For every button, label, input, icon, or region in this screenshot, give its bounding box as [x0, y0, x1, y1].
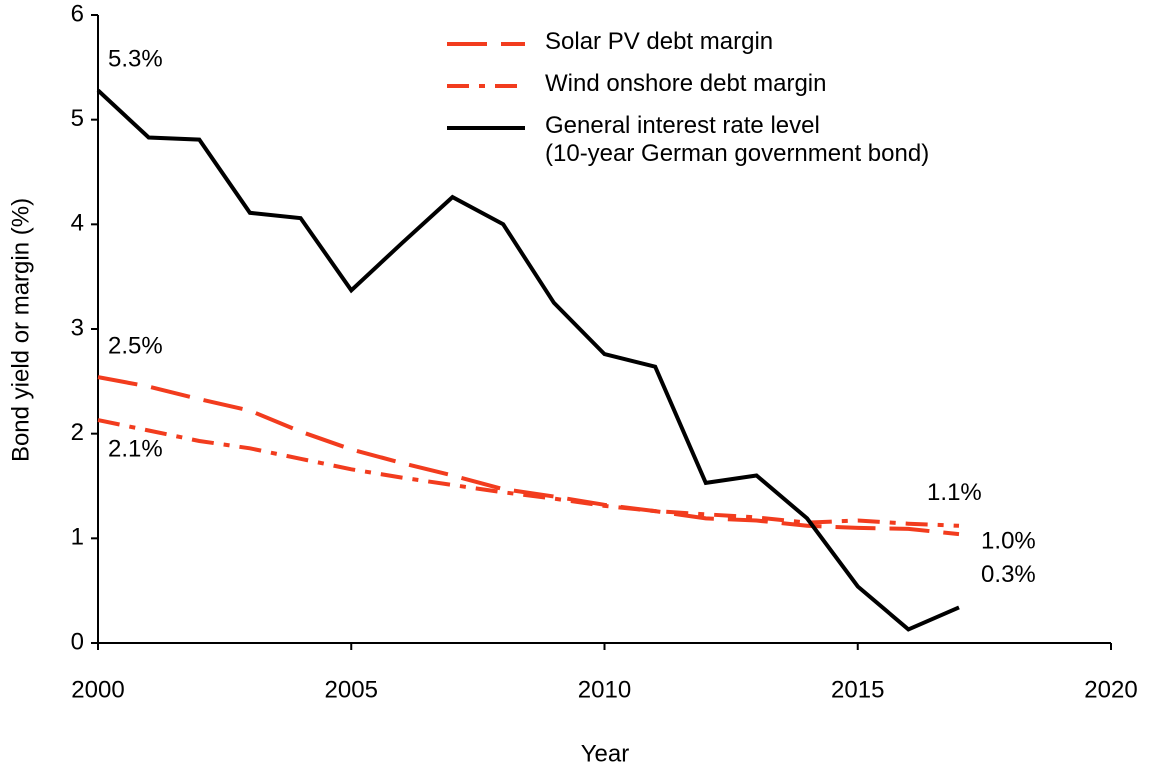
x-axis-title: Year — [581, 740, 630, 767]
y-tick-label: 0 — [71, 628, 84, 655]
x-tick-label: 2015 — [831, 676, 884, 703]
data-label: 0.3% — [981, 561, 1036, 588]
legend-item: Wind onshore debt margin — [445, 70, 929, 98]
y-axis-title: Bond yield or margin (%) — [7, 198, 34, 462]
y-tick-label: 1 — [71, 524, 84, 551]
y-tick-label: 5 — [71, 105, 84, 132]
legend-swatch — [447, 84, 525, 88]
data-label: 2.5% — [108, 332, 163, 359]
legend: Solar PV debt margin Wind onshore debt ma… — [445, 28, 929, 182]
line-series — [96, 88, 960, 632]
y-tick-label: 4 — [71, 210, 84, 237]
y-tick-label: 3 — [71, 314, 84, 341]
x-tick-label: 2000 — [71, 676, 124, 703]
data-label: 2.1% — [108, 435, 163, 462]
legend-item: General interest rate level (10-year Ger… — [445, 112, 929, 168]
data-label: 5.3% — [108, 46, 163, 73]
data-label: 1.1% — [927, 479, 982, 506]
legend-label: Solar PV debt margin — [545, 28, 774, 55]
y-tick-label: 6 — [71, 0, 84, 27]
line-series — [97, 375, 960, 537]
x-tick-label: 2005 — [325, 676, 378, 703]
x-tick-label: 2010 — [578, 676, 631, 703]
data-label: 1.0% — [981, 527, 1036, 554]
legend-swatch — [447, 42, 525, 46]
x-tick-label: 2020 — [1084, 676, 1137, 703]
line-series — [97, 418, 960, 528]
legend-item: Solar PV debt margin — [445, 28, 929, 56]
legend-label: Wind onshore debt margin — [545, 70, 827, 97]
legend-swatch — [447, 126, 525, 130]
legend-label: General interest rate level (10-year Ger… — [545, 112, 930, 167]
y-tick-label: 2 — [71, 419, 84, 446]
